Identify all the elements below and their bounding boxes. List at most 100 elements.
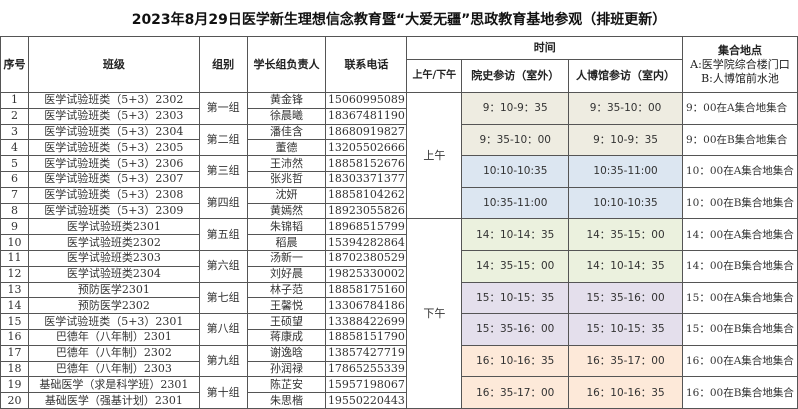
cell-leader[interactable]: 稻晨 bbox=[246, 234, 327, 251]
cell-phone[interactable]: 18680919827 bbox=[325, 123, 408, 141]
cell-history-time[interactable]: 9：10-9：35 bbox=[461, 92, 570, 125]
cell-no[interactable]: 5 bbox=[0, 155, 29, 172]
cell-history-time[interactable]: 14：35-15：00 bbox=[461, 249, 570, 283]
cell-phone[interactable]: 18367481190 bbox=[325, 107, 408, 125]
cell-meet-point[interactable]: 16：00在A集合地集合 bbox=[681, 344, 798, 378]
cell-group[interactable]: 第二组 bbox=[198, 123, 248, 157]
cell-leader[interactable]: 蒋康成 bbox=[246, 328, 327, 346]
cell-phone[interactable]: 18858175160 bbox=[325, 281, 408, 299]
cell-class[interactable]: 巴德年（八年制）2301 bbox=[27, 328, 200, 346]
cell-class[interactable]: 基础医学（强基计划）2301 bbox=[27, 392, 200, 409]
cell-meet-point[interactable]: 9：00在A集合地集合 bbox=[681, 92, 798, 125]
cell-phone[interactable]: 13857427719 bbox=[325, 344, 408, 362]
cell-no[interactable]: 7 bbox=[0, 186, 29, 204]
cell-class[interactable]: 医学试验班类（5+3）2305 bbox=[27, 139, 200, 157]
cell-phone[interactable]: 18968515799 bbox=[325, 218, 408, 236]
cell-leader[interactable]: 董德 bbox=[246, 139, 327, 157]
cell-phone[interactable]: 19550220443 bbox=[325, 392, 408, 409]
cell-group[interactable]: 第六组 bbox=[198, 249, 248, 283]
cell-history-time[interactable]: 10:35-11:00 bbox=[461, 186, 570, 220]
cell-meet-point[interactable]: 10：00在A集合地集合 bbox=[681, 155, 798, 188]
cell-no[interactable]: 9 bbox=[0, 218, 29, 236]
cell-leader[interactable]: 潘佳含 bbox=[246, 123, 327, 141]
cell-leader[interactable]: 王馨悦 bbox=[246, 297, 327, 315]
cell-leader[interactable]: 孙润禄 bbox=[246, 360, 327, 378]
cell-group[interactable]: 第八组 bbox=[198, 313, 248, 346]
cell-no[interactable]: 18 bbox=[0, 360, 29, 378]
cell-class[interactable]: 医学试验班类2303 bbox=[27, 249, 200, 267]
cell-leader[interactable]: 黄金锋 bbox=[246, 92, 327, 109]
cell-class[interactable]: 医学试验班类（5+3）2302 bbox=[27, 92, 200, 109]
cell-no[interactable]: 11 bbox=[0, 249, 29, 267]
cell-leader[interactable]: 王硕望 bbox=[246, 313, 327, 330]
cell-leader[interactable]: 王沛然 bbox=[246, 155, 327, 172]
cell-leader[interactable]: 刘好晨 bbox=[246, 265, 327, 283]
cell-no[interactable]: 8 bbox=[0, 202, 29, 220]
cell-phone[interactable]: 19825330002 bbox=[325, 265, 408, 283]
cell-no[interactable]: 6 bbox=[0, 170, 29, 188]
cell-group[interactable]: 第三组 bbox=[198, 155, 248, 188]
cell-history-time[interactable]: 14：10-14：35 bbox=[461, 218, 570, 251]
cell-history-time[interactable]: 16：10-16：35 bbox=[461, 344, 570, 378]
cell-no[interactable]: 10 bbox=[0, 234, 29, 251]
header-history[interactable]: 院史参访（室外） bbox=[461, 59, 570, 93]
cell-no[interactable]: 4 bbox=[0, 139, 29, 157]
cell-leader[interactable]: 张兆哲 bbox=[246, 170, 327, 188]
cell-museum-time[interactable]: 10:35-11:00 bbox=[568, 155, 683, 188]
cell-history-time[interactable]: 10:10-10:35 bbox=[461, 155, 570, 188]
cell-leader[interactable]: 沈妍 bbox=[246, 186, 327, 204]
cell-period[interactable]: 下午 bbox=[406, 218, 463, 409]
cell-group[interactable]: 第十组 bbox=[198, 376, 248, 409]
cell-class[interactable]: 预防医学2302 bbox=[27, 297, 200, 315]
cell-no[interactable]: 20 bbox=[0, 392, 29, 409]
cell-meet-point[interactable]: 16：00在B集合地集合 bbox=[681, 376, 798, 409]
cell-no[interactable]: 19 bbox=[0, 376, 29, 394]
cell-phone[interactable]: 18702380529 bbox=[325, 249, 408, 267]
header-no[interactable]: 序号 bbox=[0, 36, 29, 93]
cell-no[interactable]: 14 bbox=[0, 297, 29, 315]
cell-phone[interactable]: 17865255339 bbox=[325, 360, 408, 378]
cell-history-time[interactable]: 15：35-16：00 bbox=[461, 313, 570, 346]
header-time[interactable]: 时间 bbox=[406, 36, 683, 60]
header-museum[interactable]: 人博馆参访（室内） bbox=[568, 59, 683, 93]
cell-leader[interactable]: 朱思楷 bbox=[246, 392, 327, 409]
cell-no[interactable]: 16 bbox=[0, 328, 29, 346]
cell-phone[interactable]: 18303371377 bbox=[325, 170, 408, 188]
header-group[interactable]: 组别 bbox=[198, 36, 248, 93]
header-ampm[interactable]: 上午/下午 bbox=[406, 59, 463, 93]
cell-group[interactable]: 第九组 bbox=[198, 344, 248, 378]
cell-class[interactable]: 医学试验班类（5+3）2307 bbox=[27, 170, 200, 188]
cell-phone[interactable]: 15060995089 bbox=[325, 92, 408, 109]
cell-meet-point[interactable]: 10：00在B集合地集合 bbox=[681, 186, 798, 220]
cell-museum-time[interactable]: 9：35-10：00 bbox=[568, 92, 683, 125]
cell-group[interactable]: 第一组 bbox=[198, 92, 248, 125]
cell-group[interactable]: 第七组 bbox=[198, 281, 248, 315]
header-meet[interactable]: 集合地点 A:医学院综合楼门口 B:人博馆前水池 bbox=[681, 36, 798, 93]
sheet-title[interactable]: 2023年8月29日医学新生理想信念教育暨“大爱无疆”思政教育基地参观（排班更新… bbox=[0, 3, 798, 37]
cell-class[interactable]: 医学试验班类2301 bbox=[27, 218, 200, 236]
cell-phone[interactable]: 15957198067 bbox=[325, 376, 408, 394]
header-phone[interactable]: 联系电话 bbox=[325, 36, 408, 93]
cell-group[interactable]: 第五组 bbox=[198, 218, 248, 251]
cell-museum-time[interactable]: 15：10-15：35 bbox=[568, 313, 683, 346]
cell-class[interactable]: 医学试验班类（5+3）2303 bbox=[27, 107, 200, 125]
cell-phone[interactable]: 18858151790 bbox=[325, 328, 408, 346]
cell-class[interactable]: 医学试验班类2304 bbox=[27, 265, 200, 283]
cell-phone[interactable]: 13205502666 bbox=[325, 139, 408, 157]
header-leader[interactable]: 学长组负责人 bbox=[246, 36, 327, 93]
cell-no[interactable]: 15 bbox=[0, 313, 29, 330]
cell-class[interactable]: 巴德年（八年制）2303 bbox=[27, 360, 200, 378]
cell-history-time[interactable]: 9：35-10：00 bbox=[461, 123, 570, 157]
cell-no[interactable]: 17 bbox=[0, 344, 29, 362]
cell-phone[interactable]: 18858104262 bbox=[325, 186, 408, 204]
cell-phone[interactable]: 18858152676 bbox=[325, 155, 408, 172]
cell-museum-time[interactable]: 14：35-15：00 bbox=[568, 218, 683, 251]
cell-class[interactable]: 基础医学（求是科学班）2301 bbox=[27, 376, 200, 394]
cell-phone[interactable]: 13388422699 bbox=[325, 313, 408, 330]
cell-meet-point[interactable]: 9：00在B集合地集合 bbox=[681, 123, 798, 157]
cell-leader[interactable]: 陈芷安 bbox=[246, 376, 327, 394]
cell-leader[interactable]: 徐晨曦 bbox=[246, 107, 327, 125]
cell-museum-time[interactable]: 16：10-16：35 bbox=[568, 376, 683, 409]
cell-class[interactable]: 医学试验班类（5+3）2301 bbox=[27, 313, 200, 330]
cell-museum-time[interactable]: 9：10-9：35 bbox=[568, 123, 683, 157]
